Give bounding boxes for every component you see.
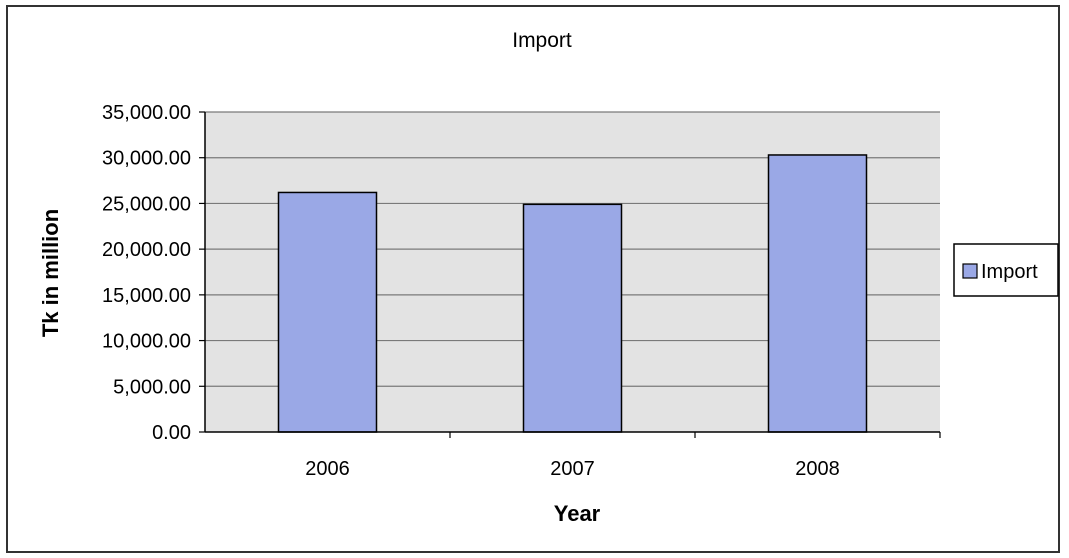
y-tick-label: 20,000.00 <box>102 239 191 261</box>
legend-label: Import <box>981 261 1038 283</box>
bar-2008 <box>767 154 868 433</box>
y-tick-label: 0.00 <box>152 422 191 444</box>
x-tick-label: 2007 <box>550 458 595 480</box>
y-axis-title: Tk in million <box>38 209 63 337</box>
axes <box>199 111 941 438</box>
y-tick-label: 25,000.00 <box>102 193 191 215</box>
y-tick-labels: 0.00 5,000.00 10,000.00 15,000.00 20,000.00 2… <box>102 102 191 444</box>
y-tick-label: 30,000.00 <box>102 148 191 170</box>
x-tick-label: 2008 <box>795 458 840 480</box>
x-tick-labels: 2006 2007 2008 <box>305 458 840 480</box>
legend: Import <box>953 243 1059 297</box>
legend-swatch <box>962 263 978 279</box>
x-tick-label: 2006 <box>305 458 350 480</box>
chart-title: Import <box>512 29 572 52</box>
y-tick-label: 10,000.00 <box>102 331 191 353</box>
bar-2006 <box>277 191 378 433</box>
y-tick-label: 5,000.00 <box>113 376 191 398</box>
bar-2007 <box>522 203 623 433</box>
y-tick-label: 35,000.00 <box>102 102 191 124</box>
x-axis-title: Year <box>554 501 601 526</box>
y-tick-label: 15,000.00 <box>102 285 191 307</box>
